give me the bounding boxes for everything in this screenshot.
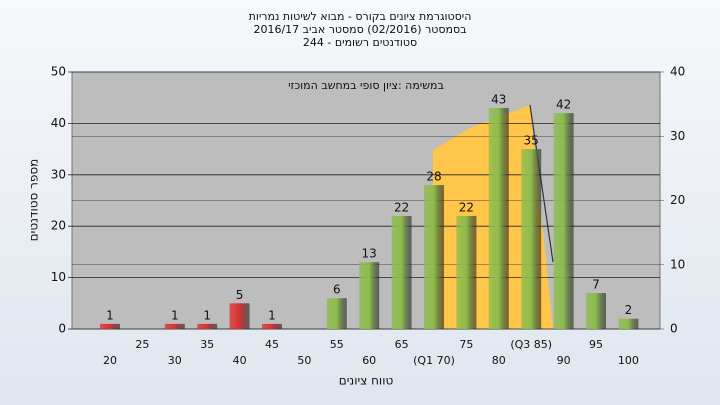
value-label: 1 bbox=[203, 308, 211, 322]
bar bbox=[553, 113, 574, 330]
bar bbox=[424, 185, 444, 329]
x-tick-label: 100 bbox=[618, 354, 639, 367]
value-label: 28 bbox=[426, 170, 441, 184]
value-label: 1 bbox=[106, 308, 114, 322]
x-tick-label: 65 bbox=[395, 338, 409, 351]
x-tick-label: 50 bbox=[297, 354, 311, 367]
y2-tick-label: 30 bbox=[670, 129, 685, 143]
y-tick-label: 40 bbox=[51, 116, 66, 130]
x-tick-label: 30 bbox=[168, 354, 182, 367]
x-tick-label: 90 bbox=[557, 354, 571, 367]
y2-tick-label: 0 bbox=[670, 322, 678, 336]
value-label: 1 bbox=[171, 308, 179, 322]
value-label: 2 bbox=[625, 303, 633, 317]
y-tick-label: 10 bbox=[51, 270, 66, 284]
bar bbox=[100, 323, 120, 329]
y2-tick-label: 10 bbox=[670, 257, 685, 271]
y-tick-label: 30 bbox=[51, 167, 66, 181]
bar bbox=[391, 215, 412, 329]
chart-subtitle: סטודנטים רשומים - 244 bbox=[303, 36, 417, 49]
bar bbox=[164, 323, 185, 329]
value-label: 5 bbox=[236, 288, 244, 302]
value-label: 6 bbox=[333, 283, 341, 297]
bar bbox=[521, 149, 542, 329]
bar bbox=[229, 303, 250, 329]
x-tick-label: 80 bbox=[492, 354, 506, 367]
x-tick-label: 35 bbox=[200, 338, 214, 351]
x-tick-label: (Q3 85) bbox=[510, 338, 552, 351]
chart-subtitle: בסמסטר (02/2016) סמסטר אביב 2016/17 bbox=[253, 23, 466, 36]
value-label: 35 bbox=[524, 134, 539, 148]
x-axis-label: טווח ציונים bbox=[339, 374, 394, 388]
annotation: במשימה :ציון סופי במחשב המוכזי bbox=[288, 79, 444, 92]
x-tick-label: 40 bbox=[233, 354, 247, 367]
y2-tick-label: 20 bbox=[670, 193, 685, 207]
bar bbox=[488, 107, 509, 329]
y-tick-label: 20 bbox=[51, 219, 66, 233]
x-tick-label: 25 bbox=[135, 338, 149, 351]
value-label: 22 bbox=[459, 200, 474, 214]
x-tick-label: (Q1 70) bbox=[413, 354, 455, 367]
value-label: 7 bbox=[592, 278, 600, 292]
x-tick-label: 20 bbox=[103, 354, 117, 367]
bar bbox=[326, 298, 347, 329]
x-tick-label: 75 bbox=[459, 338, 473, 351]
bar bbox=[456, 215, 477, 329]
value-label: 43 bbox=[491, 92, 506, 106]
y2-tick-label: 40 bbox=[670, 65, 685, 79]
chart-title: היסטוגרמת ציונים בקורס - מבוא לשיטות נמר… bbox=[249, 10, 472, 23]
x-tick-label: 60 bbox=[362, 354, 376, 367]
y-tick-label: 0 bbox=[58, 322, 66, 336]
quartile-edge bbox=[529, 104, 554, 263]
y-axis-label: מספר סטודנטים bbox=[27, 159, 41, 242]
x-tick-label: 45 bbox=[265, 338, 279, 351]
x-tick-label: 95 bbox=[589, 338, 603, 351]
value-label: 13 bbox=[362, 247, 377, 261]
value-label: 22 bbox=[394, 200, 409, 214]
bar bbox=[618, 318, 639, 329]
value-label: 1 bbox=[268, 308, 276, 322]
value-label: 42 bbox=[556, 98, 571, 112]
y-tick-label: 50 bbox=[51, 65, 66, 79]
x-tick-label: 55 bbox=[330, 338, 344, 351]
bar bbox=[586, 293, 606, 329]
bar bbox=[262, 323, 282, 329]
bar bbox=[359, 262, 380, 329]
bar bbox=[197, 323, 218, 329]
